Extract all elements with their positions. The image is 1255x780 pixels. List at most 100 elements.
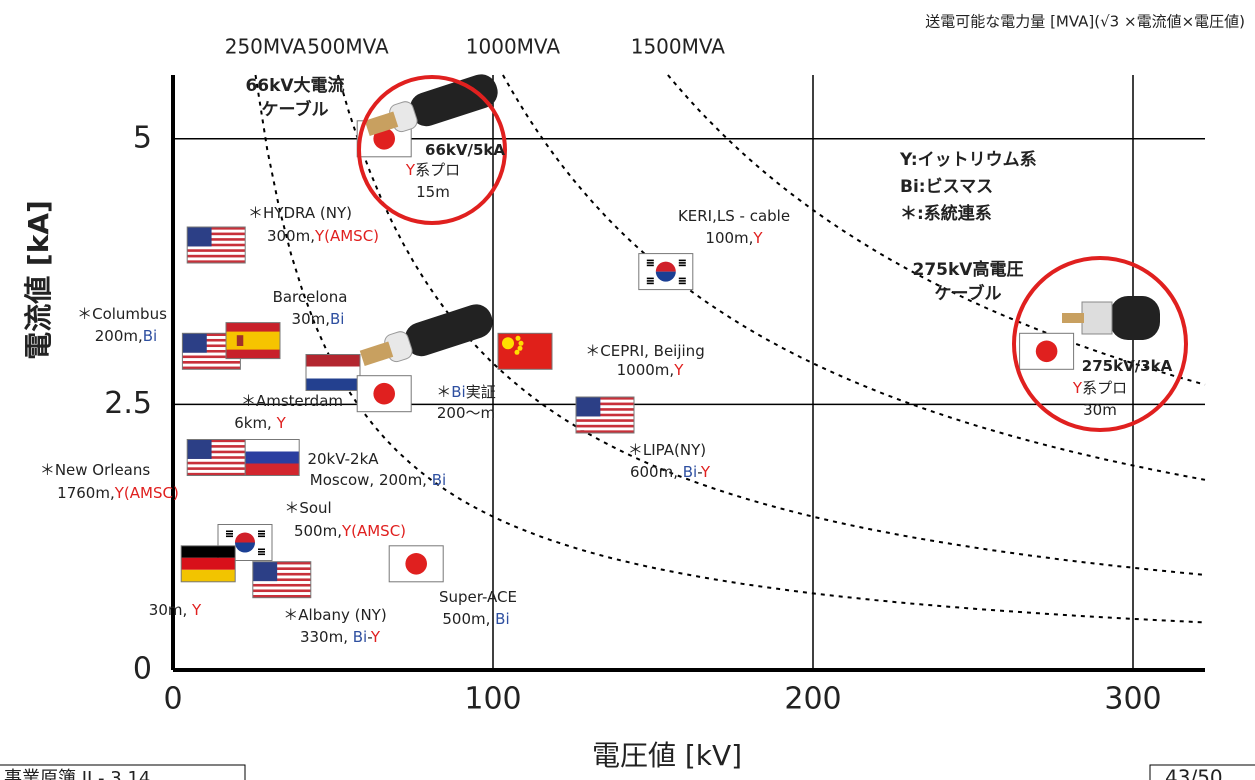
flag-part <box>646 280 654 282</box>
flag-part <box>187 227 212 247</box>
point-label: 15m <box>416 183 450 201</box>
flag-part <box>187 232 246 236</box>
flag-border <box>356 375 412 413</box>
flag-part <box>187 238 246 241</box>
flag-border <box>244 439 300 476</box>
flag-part <box>187 227 246 230</box>
flag-part <box>678 277 686 280</box>
flag-part <box>181 545 236 558</box>
point-label: 30m, Y <box>149 601 202 619</box>
flag-part <box>187 445 246 448</box>
callout: 66kV大電流 <box>245 75 344 96</box>
label-segment: Y <box>1072 379 1083 397</box>
label-segment: 1000m, <box>617 361 675 379</box>
point-label: KERI,LS - cable <box>678 207 790 225</box>
label-segment: 500m, <box>442 610 495 628</box>
flag-part <box>252 575 311 579</box>
label-segment: - <box>697 463 702 481</box>
flag-part <box>235 542 255 553</box>
mva-curve <box>502 74 1206 481</box>
flag-marker <box>186 226 246 264</box>
label-segment: - <box>367 628 372 646</box>
flag-part <box>258 535 265 538</box>
flag-border <box>388 545 444 583</box>
flag-part <box>182 349 241 353</box>
x-tick-label: 100 <box>464 682 521 717</box>
flag-part <box>226 331 280 350</box>
label-segment: 100m, <box>705 229 753 247</box>
flag-part <box>576 405 634 409</box>
flag-part <box>373 382 395 405</box>
flag-part <box>646 262 654 264</box>
cable-illustration <box>1062 296 1160 340</box>
label-segment: ＊CEPRI, Beijing <box>585 342 704 360</box>
flag-part <box>646 264 654 267</box>
flag-border <box>225 322 281 360</box>
label-segment: ＊LIPA(NY) <box>628 441 706 459</box>
flag-part <box>187 464 246 468</box>
label-segment: ＊Soul <box>284 499 331 517</box>
y-tick-label: 5 <box>133 120 152 155</box>
flag-part <box>182 366 241 370</box>
point-label: ＊CEPRI, Beijing <box>585 342 704 360</box>
flag-part <box>576 416 634 420</box>
flag-marker <box>180 545 236 583</box>
flag-part <box>1035 340 1058 363</box>
cable-body <box>1110 296 1160 340</box>
label-segment: Bi <box>683 463 697 481</box>
caption: 送電可能な電力量 [MVA](√3 ×電流値×電圧値) <box>925 13 1245 31</box>
point-label: Y系プロ <box>405 161 460 179</box>
point-label: ＊HYDRA (NY) <box>248 204 352 222</box>
cable-illustration <box>359 304 493 367</box>
flag-part <box>576 397 601 417</box>
flag-part <box>181 569 236 582</box>
flag-part <box>252 581 311 584</box>
flag-part <box>187 461 246 465</box>
flag-part <box>187 249 246 252</box>
plot: 0 100 200 300 0 2.5 5 250MVA 500MVA 1000MVA 1500MV… <box>104 35 1206 717</box>
callout: ケーブル <box>935 283 1002 304</box>
label-segment: ＊ <box>436 383 451 401</box>
flag-marker <box>225 322 281 360</box>
flag-part <box>576 413 634 417</box>
flag-part <box>187 229 246 233</box>
point-label: 30m <box>1083 401 1117 419</box>
page-number: 43/50 <box>1165 766 1223 780</box>
label-segment: Y(AMSC) <box>341 522 406 540</box>
flag-part <box>226 530 233 533</box>
flag-part <box>502 337 514 350</box>
flag-part <box>252 572 311 576</box>
flag-border <box>638 253 694 291</box>
label-segment: 1760m, <box>57 484 115 502</box>
label-segment: 30m <box>1083 401 1117 419</box>
label-segment: KERI,LS - cable <box>678 207 790 225</box>
label-segment: Y <box>276 414 287 432</box>
flag-part <box>258 551 265 553</box>
label-segment: Y <box>370 628 381 646</box>
flag-part <box>236 335 244 346</box>
label-segment: 500m, <box>294 522 342 540</box>
flag-border <box>180 545 236 583</box>
flag-part <box>646 259 654 262</box>
legend-entry: ＊:系統連系 <box>900 203 992 224</box>
label-segment: ＊HYDRA (NY) <box>248 204 352 222</box>
page-box <box>1149 764 1255 780</box>
point-label: 1760m,Y(AMSC) <box>57 484 179 502</box>
flag-part <box>187 456 246 459</box>
flag-part <box>515 335 521 341</box>
curve-label: 250MVA <box>225 35 307 59</box>
flag-part <box>187 243 246 247</box>
label-segment: Barcelona <box>273 288 348 306</box>
label-segment: Y(AMSC) <box>114 484 179 502</box>
x-tick-label: 200 <box>784 682 841 717</box>
label-segment: ＊Albany (NY) <box>283 606 386 624</box>
cable-illustration <box>364 74 498 137</box>
curve-label: 500MVA <box>307 35 389 59</box>
label-segment: Y <box>673 361 684 379</box>
label-segment: ＊New Orleans <box>40 461 151 479</box>
flag-part <box>182 333 241 337</box>
point-label: 300m,Y(AMSC) <box>267 227 379 245</box>
label-segment: 200～m <box>437 404 495 422</box>
point-label: ＊LIPA(NY) <box>628 441 706 459</box>
